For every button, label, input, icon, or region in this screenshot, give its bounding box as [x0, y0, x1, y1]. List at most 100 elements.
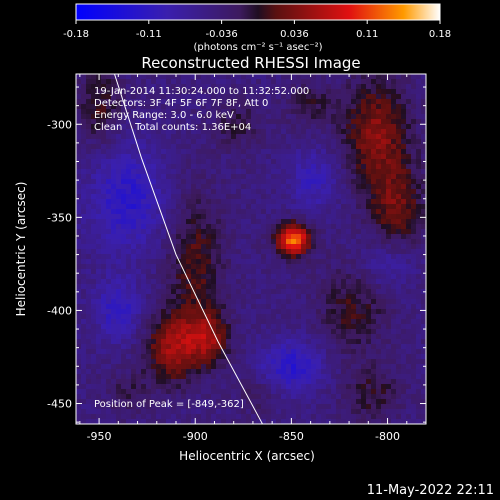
heatmap-cell [351, 119, 357, 125]
heatmap-cell [101, 194, 107, 200]
heatmap-cell [236, 79, 242, 85]
heatmap-cell [156, 144, 162, 150]
heatmap-cell [131, 79, 137, 85]
heatmap-cell [376, 149, 382, 155]
heatmap-cell [416, 269, 422, 275]
heatmap-cell [216, 264, 222, 270]
heatmap-cell [221, 389, 227, 395]
heatmap-cell [396, 324, 402, 330]
heatmap-cell [241, 399, 247, 405]
heatmap-cell [266, 159, 272, 165]
heatmap-cell [156, 229, 162, 235]
heatmap-cell [106, 79, 112, 85]
heatmap-cell [131, 294, 137, 300]
heatmap-cell [191, 109, 197, 115]
heatmap-cell [416, 294, 422, 300]
heatmap-cell [131, 139, 137, 145]
heatmap-cell [106, 164, 112, 170]
heatmap-cell [251, 234, 257, 240]
heatmap-cell [96, 259, 102, 265]
heatmap-cell [406, 414, 412, 420]
heatmap-cell [211, 234, 217, 240]
heatmap-cell [216, 89, 222, 95]
heatmap-cell [291, 309, 297, 315]
heatmap-cell [266, 124, 272, 130]
heatmap-cell [256, 179, 262, 185]
heatmap-cell [361, 94, 367, 100]
heatmap-cell [131, 144, 137, 150]
heatmap-cell [361, 214, 367, 220]
heatmap-cell [161, 274, 167, 280]
heatmap-cell [81, 389, 87, 395]
heatmap-cell [356, 354, 362, 360]
heatmap-cell [186, 169, 192, 175]
heatmap-cell [146, 154, 152, 160]
heatmap-cell [421, 94, 426, 100]
heatmap-cell [191, 169, 197, 175]
heatmap-cell [166, 109, 172, 115]
heatmap-cell [321, 394, 327, 400]
heatmap-cell [111, 179, 117, 185]
heatmap-cell [136, 354, 142, 360]
heatmap-cell [256, 189, 262, 195]
heatmap-cell [326, 344, 332, 350]
heatmap-cell [136, 404, 142, 410]
heatmap-cell [221, 94, 227, 100]
heatmap-cell [421, 399, 426, 405]
heatmap-cell [176, 279, 182, 285]
heatmap-cell [176, 194, 182, 200]
heatmap-cell [206, 299, 212, 305]
heatmap-cell [216, 169, 222, 175]
heatmap-cell [371, 349, 377, 355]
heatmap-cell [216, 389, 222, 395]
heatmap-cell [286, 289, 292, 295]
heatmap-cell [266, 129, 272, 135]
heatmap-cell [131, 244, 137, 250]
heatmap-cell [346, 199, 352, 205]
heatmap-cell [421, 394, 426, 400]
heatmap-cell [406, 229, 412, 235]
heatmap-cell [91, 374, 97, 380]
heatmap-cell [411, 254, 417, 260]
heatmap-cell [396, 354, 402, 360]
heatmap-cell [161, 119, 167, 125]
heatmap-cell [116, 114, 122, 120]
heatmap-cell [311, 179, 317, 185]
heatmap-cell [421, 204, 426, 210]
heatmap-cell [421, 169, 426, 175]
heatmap-cell [141, 319, 147, 325]
heatmap-cell [301, 364, 307, 370]
heatmap-cell [356, 264, 362, 270]
heatmap-cell [146, 199, 152, 205]
heatmap-cell [376, 79, 382, 85]
heatmap-cell [221, 89, 227, 95]
heatmap-cell [311, 394, 317, 400]
heatmap-cell [296, 274, 302, 280]
heatmap-cell [181, 309, 187, 315]
heatmap-cell [291, 239, 297, 245]
heatmap-cell [271, 279, 277, 285]
heatmap-cell [421, 279, 426, 285]
heatmap-cell [391, 99, 397, 105]
heatmap-cell [156, 129, 162, 135]
heatmap-cell [356, 94, 362, 100]
heatmap-cell [381, 374, 387, 380]
heatmap-cell [361, 164, 367, 170]
heatmap-cell [411, 129, 417, 135]
heatmap-cell [81, 144, 87, 150]
heatmap-cell [266, 379, 272, 385]
heatmap-cell [226, 204, 232, 210]
heatmap-cell [91, 109, 97, 115]
heatmap-cell [401, 254, 407, 260]
heatmap-cell [266, 179, 272, 185]
heatmap-cell [271, 389, 277, 395]
heatmap-cell [371, 404, 377, 410]
heatmap-cell [261, 309, 267, 315]
heatmap-cell [111, 74, 117, 80]
heatmap-cell [301, 379, 307, 385]
heatmap-cell [91, 114, 97, 120]
heatmap-cell [351, 219, 357, 225]
heatmap-cell [376, 369, 382, 375]
heatmap-cell [251, 134, 257, 140]
heatmap-cell [276, 274, 282, 280]
